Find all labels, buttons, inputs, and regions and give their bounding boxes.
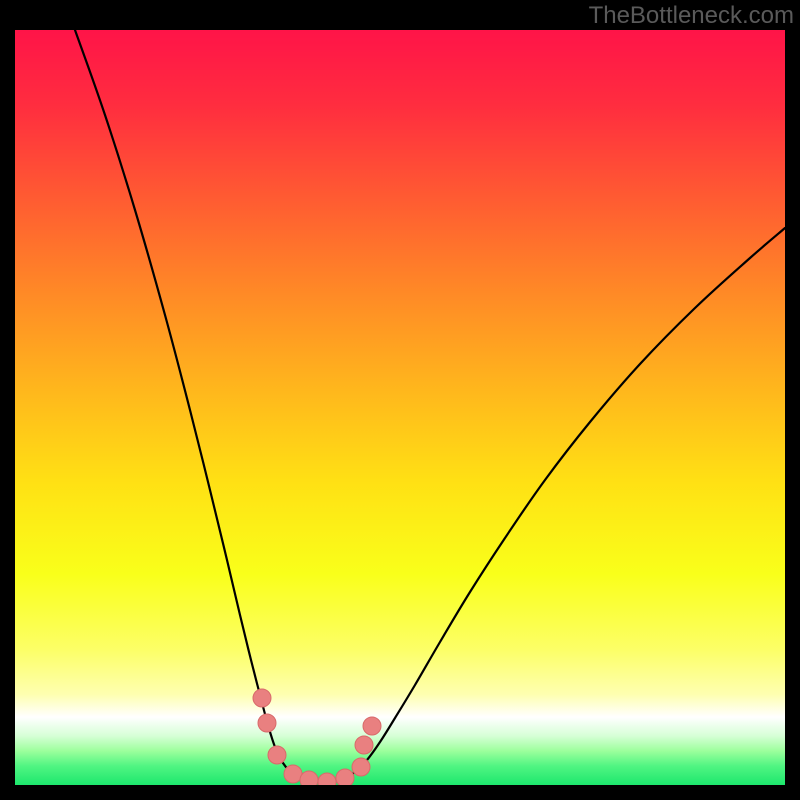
data-marker [284,765,302,783]
data-marker [363,717,381,735]
data-marker [355,736,373,754]
data-marker [352,758,370,776]
chart-frame: TheBottleneck.com [0,0,800,800]
plot-area [15,30,785,785]
data-marker [336,769,354,785]
watermark-label: TheBottleneck.com [589,0,800,30]
chart-svg [15,30,785,785]
data-marker [268,746,286,764]
data-marker [300,771,318,785]
data-marker [253,689,271,707]
data-marker [258,714,276,732]
gradient-background [15,30,785,785]
